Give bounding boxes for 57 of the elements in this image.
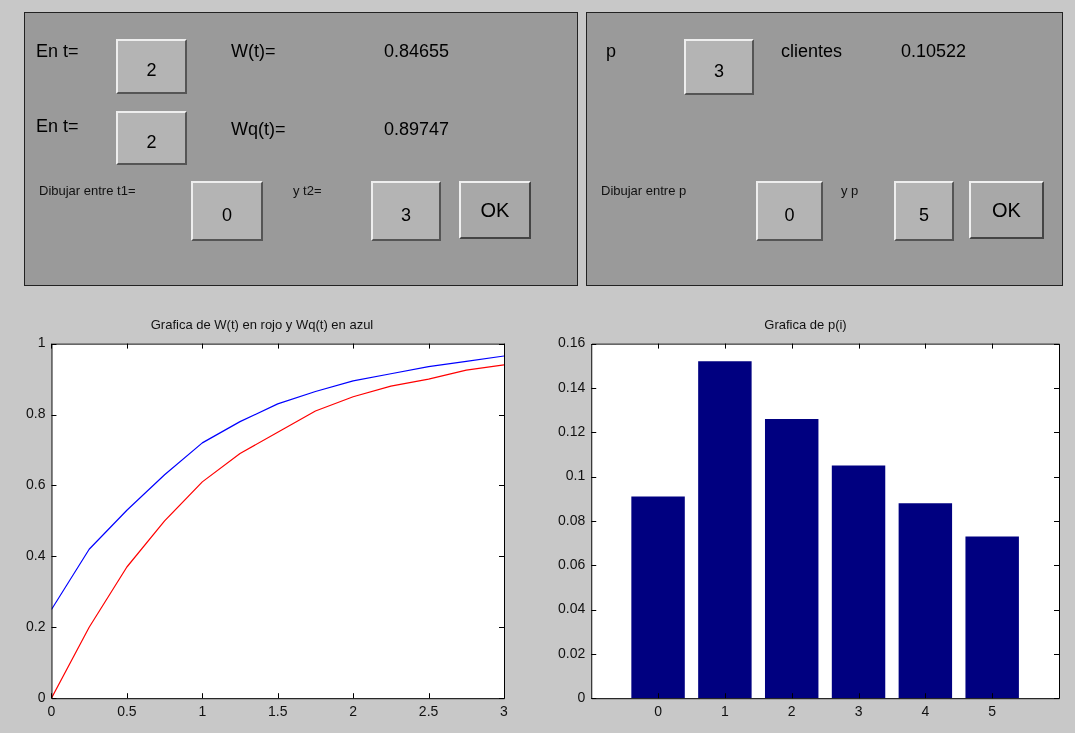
x-tick-label: 1 [198, 703, 207, 720]
text: En t= [36, 116, 79, 137]
y-tick-label: 0 [37, 689, 46, 706]
text: Dibujar entre t1= [39, 183, 136, 198]
ok-button: OK [969, 181, 1044, 239]
x-tick-label: 1.5 [268, 703, 288, 720]
text: 0.84655 [384, 41, 450, 62]
x-tick-label: 4 [921, 703, 930, 720]
y-tick-label: 0.02 [558, 644, 586, 661]
text-field: 0 [756, 181, 823, 241]
text: clientes [781, 41, 843, 62]
text: Wq(t)= [231, 119, 286, 140]
y-tick-label: 0.16 [558, 334, 586, 351]
x-tick-label: 0 [654, 703, 663, 720]
x-tick-label: 2 [349, 703, 358, 720]
bar [898, 503, 953, 699]
text: y p [841, 183, 859, 198]
y-tick-label: 0.4 [25, 547, 46, 564]
text-field: 0 [191, 181, 263, 241]
text: W(t)= [231, 41, 276, 62]
x-tick-label: 5 [988, 703, 997, 720]
y-tick-label: 0.2 [25, 618, 46, 635]
bar [764, 418, 819, 699]
x-tick-label: 2 [787, 703, 796, 720]
y-tick-label: 0.04 [558, 600, 586, 617]
y-tick-label: 0.8 [25, 405, 46, 422]
ok-button: OK [459, 181, 531, 239]
x-tick-label: 3 [854, 703, 863, 720]
text: y t2= [293, 183, 322, 198]
y-tick-label: 0.12 [558, 423, 586, 440]
x-tick-label: 1 [720, 703, 729, 720]
bar [698, 361, 752, 699]
y-tick-label: 1 [37, 334, 46, 351]
text: Dibujar entre p [601, 183, 687, 198]
text: 0.89747 [384, 119, 450, 140]
y-tick-label: 0.06 [558, 556, 586, 573]
text-field: 5 [894, 181, 954, 241]
y-tick-label: 0.1 [565, 467, 586, 484]
y-tick-label: 0.6 [25, 476, 46, 493]
y-tick-label: 0 [577, 689, 586, 706]
y-tick-label: 0.14 [558, 378, 586, 395]
text-field: 3 [371, 181, 441, 241]
text: p [606, 41, 617, 62]
chart-title: Grafica de p(i) [764, 317, 847, 333]
y-tick-label: 0.08 [558, 511, 586, 528]
bar [631, 496, 685, 699]
chart-title: Grafica de W(t) en rojo y Wq(t) en azul [150, 317, 374, 333]
x-tick-label: 0.5 [117, 703, 137, 720]
text-field: 2 [116, 111, 187, 165]
text: 0.10522 [901, 41, 967, 62]
text-field: 2 [116, 39, 187, 94]
text: En t= [36, 41, 79, 62]
bar [831, 465, 886, 699]
text-field: 3 [684, 39, 754, 95]
x-tick-label: 2.5 [418, 703, 439, 720]
x-tick-label: 3 [500, 703, 509, 720]
bar [965, 536, 1019, 699]
